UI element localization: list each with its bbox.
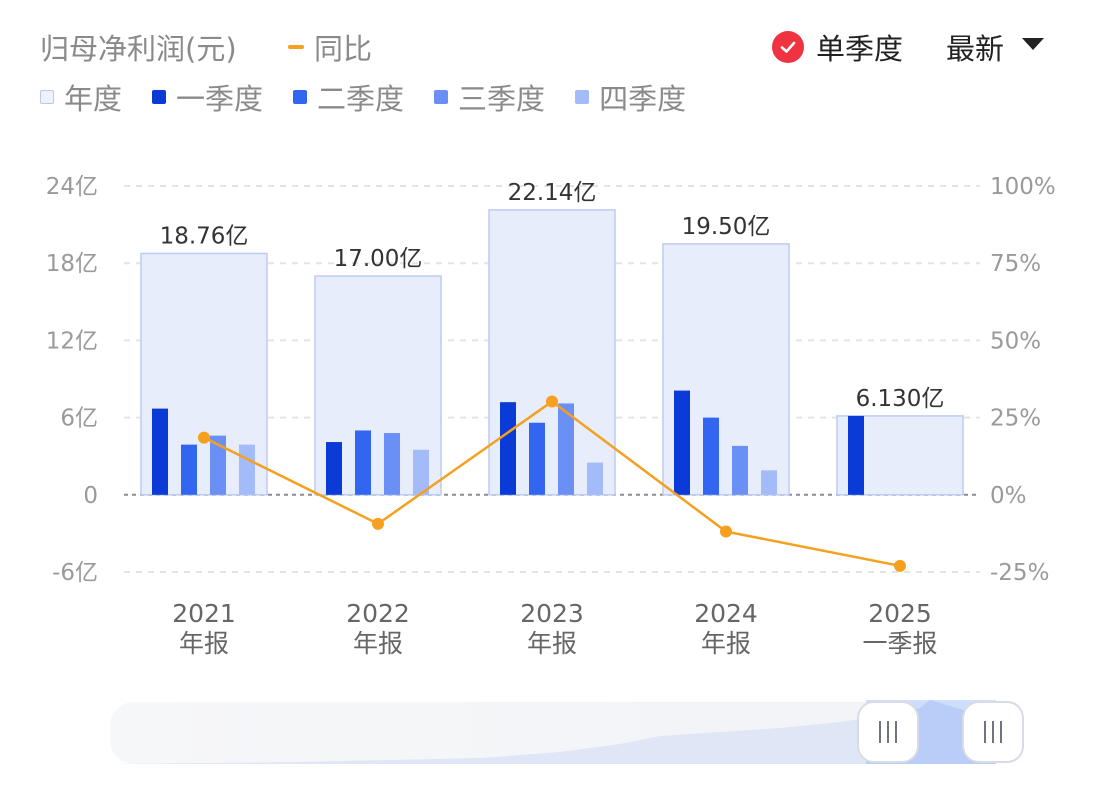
annual-value-label: 18.76亿 <box>160 223 249 249</box>
quarter-bar-1 <box>500 402 516 495</box>
legend: 年度 一季度 二季度 三季度 四季度 <box>40 76 716 118</box>
chart-header: 归母净利润(元) 同比 单季度 最新 年度 一季度 二季度 三季度 <box>0 0 1099 130</box>
x-tick-label-year: 2024 <box>694 599 758 628</box>
dropdown-triangle-icon <box>1022 38 1045 50</box>
quarter-bar-3 <box>210 435 226 495</box>
legend-swatch-q2 <box>293 90 308 104</box>
annual-value-label: 17.00亿 <box>334 246 423 272</box>
x-tick-label-period: 年报 <box>527 629 577 658</box>
y-left-tick-label: 24亿 <box>46 174 98 200</box>
x-tick-label-period: 年报 <box>353 629 403 658</box>
x-tick-label-period: 一季报 <box>862 629 937 658</box>
x-tick-label-period: 年报 <box>179 629 229 658</box>
quarter-bar-1 <box>674 390 690 495</box>
quarter-bar-4 <box>239 444 255 495</box>
quarter-bar-1 <box>848 415 864 495</box>
legend-item-q1[interactable]: 一季度 <box>152 76 263 118</box>
legend-label-annual: 年度 <box>64 82 123 116</box>
legend-item-q3[interactable]: 三季度 <box>434 76 545 118</box>
annual-value-label: 22.14亿 <box>508 180 597 206</box>
y-right-tick-label: 0% <box>990 483 1027 509</box>
y-left-tick-label: 0 <box>83 483 98 509</box>
annual-value-label: 19.50亿 <box>682 214 771 240</box>
quarter-bar-4 <box>761 470 777 495</box>
legend-swatch-annual <box>40 90 54 104</box>
annual-value-label: 6.130亿 <box>856 386 945 412</box>
y-left-tick-label: 18亿 <box>46 251 98 277</box>
x-tick-label-year: 2022 <box>346 599 410 628</box>
yoy-point <box>546 395 558 408</box>
yoy-dash-icon <box>288 45 304 49</box>
latest-dropdown[interactable]: 最新 <box>946 26 1045 68</box>
legend-label-q1: 一季度 <box>176 82 264 116</box>
x-tick-label-year: 2023 <box>520 599 584 628</box>
range-slider-area <box>110 700 990 764</box>
quarter-bar-1 <box>326 442 342 495</box>
legend-label-q3: 三季度 <box>458 82 546 116</box>
y-right-tick-label: -25% <box>990 560 1049 586</box>
quarter-bar-2 <box>703 417 719 495</box>
y-left-tick-label: -6亿 <box>52 560 98 586</box>
y-right-tick-label: 25% <box>990 406 1041 432</box>
x-tick-label-year: 2025 <box>868 599 932 628</box>
single-quarter-label: 单季度 <box>816 32 904 66</box>
quarter-bar-4 <box>587 462 603 495</box>
legend-label-q4: 四季度 <box>599 82 687 116</box>
yoy-point <box>198 431 210 444</box>
chart-title: 归母净利润(元) <box>40 32 237 66</box>
quarter-bar-4 <box>413 449 429 495</box>
legend-swatch-q4 <box>575 90 590 104</box>
legend-label-q2: 二季度 <box>317 82 405 116</box>
x-tick-label-year: 2021 <box>172 599 236 628</box>
y-left-tick-label: 12亿 <box>46 328 98 354</box>
legend-yoy[interactable]: 同比 <box>288 26 372 68</box>
legend-item-q2[interactable]: 二季度 <box>293 76 404 118</box>
quarter-bar-2 <box>355 430 371 495</box>
y-left-tick-label: 6亿 <box>60 406 98 432</box>
legend-item-q4[interactable]: 四季度 <box>575 76 686 118</box>
yoy-point <box>372 517 384 530</box>
quarter-bar-1 <box>152 408 168 495</box>
single-quarter-toggle[interactable]: 单季度 <box>772 26 903 68</box>
legend-item-annual[interactable]: 年度 <box>40 76 122 118</box>
y-right-tick-label: 75% <box>990 251 1041 277</box>
yoy-point <box>894 559 906 572</box>
quarter-bar-2 <box>181 444 197 495</box>
y-right-tick-label: 100% <box>990 174 1056 200</box>
yoy-point <box>720 525 732 538</box>
x-tick-label-period: 年报 <box>701 629 751 658</box>
range-slider-handle-left[interactable] <box>857 701 919 763</box>
quarter-bar-3 <box>384 433 400 495</box>
latest-label: 最新 <box>946 32 1005 66</box>
legend-swatch-q1 <box>152 90 167 104</box>
quarter-bar-3 <box>558 403 574 495</box>
legend-swatch-q3 <box>434 90 449 104</box>
quarter-bar-3 <box>732 445 748 495</box>
range-slider-handle-right[interactable] <box>962 701 1024 763</box>
y-right-tick-label: 50% <box>990 328 1041 354</box>
quarter-bar-2 <box>529 422 545 495</box>
legend-yoy-label: 同比 <box>314 32 373 66</box>
check-icon <box>772 31 804 63</box>
